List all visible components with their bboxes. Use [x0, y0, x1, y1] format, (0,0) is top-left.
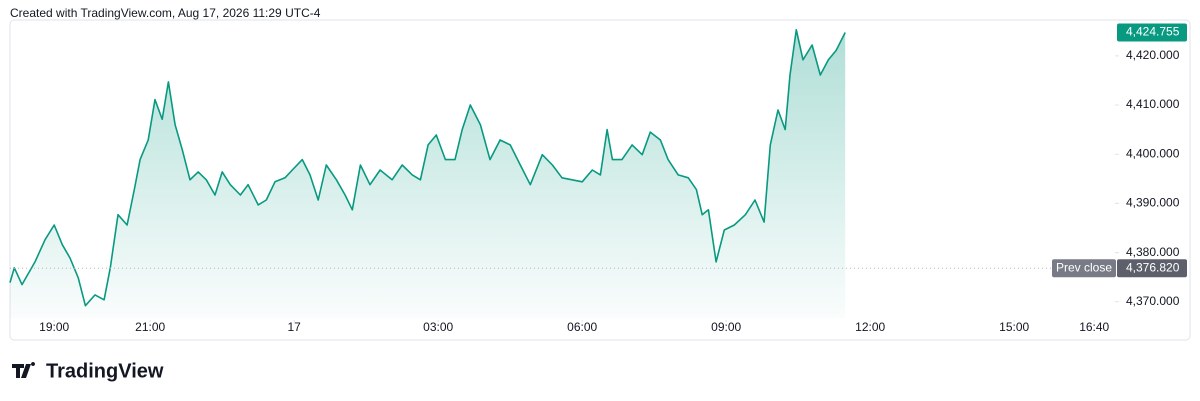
x-tick-label: 16:40 [1079, 320, 1109, 334]
area-fill [10, 29, 846, 319]
frame [9, 19, 1191, 341]
brand: TradingView [46, 360, 164, 382]
y-tick-label: 4,390.000 [1126, 196, 1180, 210]
y-tick-label: 4,410.000 [1126, 97, 1180, 111]
y-tick-label: 4,370.000 [1126, 294, 1180, 308]
x-tick-label: 03:00 [423, 320, 453, 334]
price-line [9, 29, 846, 307]
prev-close-name-box [1052, 259, 1116, 278]
prev-close-name: Prev close [1056, 260, 1112, 274]
x-tick-label: 09:00 [711, 320, 741, 334]
x-tick-label: 19:00 [39, 320, 69, 334]
last-price-box [1117, 23, 1187, 42]
last-price-label: 4,424.755 [1126, 25, 1180, 39]
x-tick-label: 15:00 [999, 320, 1029, 334]
header-note: Created with TradingView.com, Aug 17, 20… [10, 6, 321, 20]
y-tick-label: 4,400.000 [1126, 146, 1180, 160]
x-tick-label: 17 [287, 320, 301, 334]
logo [12, 362, 36, 378]
x-tick-label: 21:00 [135, 320, 165, 334]
prev-close-value: 4,376.820 [1126, 260, 1180, 274]
x-tick-label: 12:00 [855, 320, 885, 334]
prev-close-value-box [1117, 259, 1187, 278]
y-tick-label: 4,420.000 [1126, 48, 1180, 62]
y-tick-label: 4,380.000 [1126, 245, 1180, 259]
x-tick-label: 06:00 [567, 320, 597, 334]
